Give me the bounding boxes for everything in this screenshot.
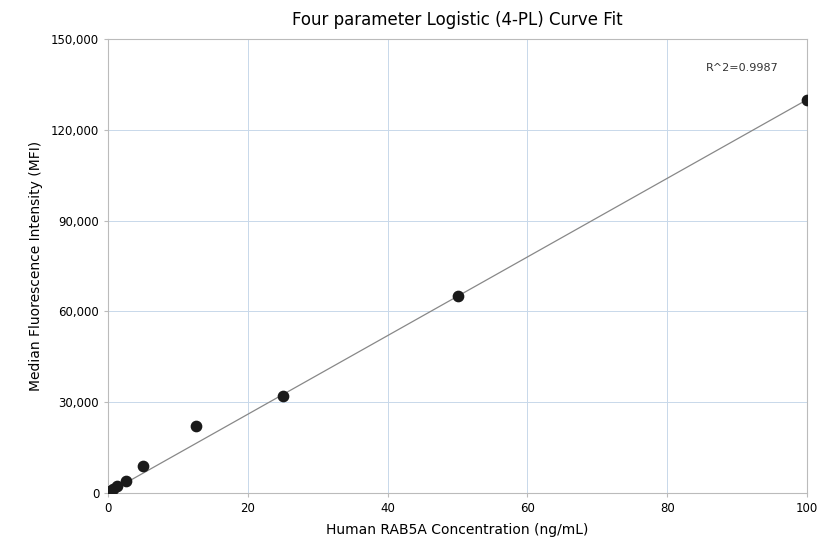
Point	[800, 95, 814, 104]
Y-axis label: Median Fluorescence Intensity (MFI): Median Fluorescence Intensity (MFI)	[28, 141, 42, 391]
Point	[119, 476, 132, 485]
Point	[451, 292, 464, 301]
Text: R^2=0.9987: R^2=0.9987	[706, 63, 779, 73]
Point	[106, 485, 119, 494]
Point	[276, 391, 290, 400]
X-axis label: Human RAB5A Concentration (ng/mL): Human RAB5A Concentration (ng/mL)	[326, 523, 589, 537]
Title: Four parameter Logistic (4-PL) Curve Fit: Four parameter Logistic (4-PL) Curve Fit	[292, 11, 623, 29]
Point	[189, 422, 202, 431]
Point	[136, 461, 150, 470]
Point	[104, 487, 117, 496]
Point	[110, 482, 124, 491]
